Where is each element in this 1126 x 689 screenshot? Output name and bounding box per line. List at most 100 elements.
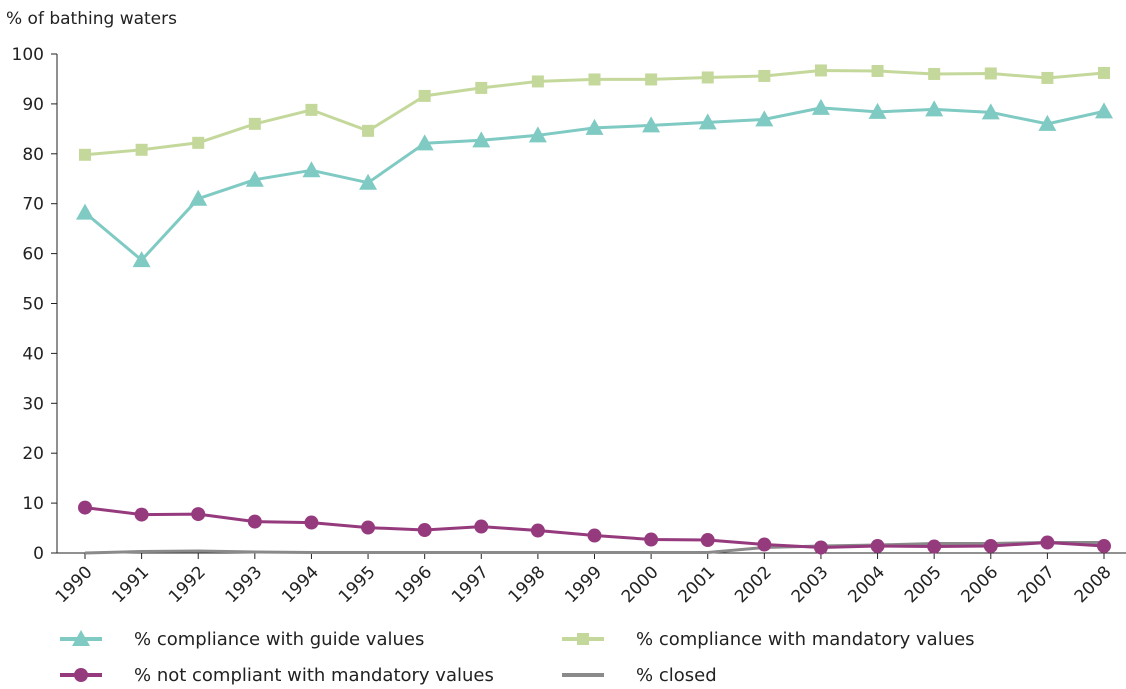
data-point-mandatory-values — [248, 117, 261, 130]
data-point-not-compliant — [813, 540, 828, 555]
data-point-not-compliant — [474, 519, 489, 534]
legend-label: % compliance with guide values — [134, 628, 425, 650]
data-point-guide-values — [189, 189, 208, 206]
legend-label: % closed — [636, 664, 717, 686]
y-tick-label: 10 — [22, 494, 44, 514]
data-point-mandatory-values — [475, 81, 488, 94]
data-point-mandatory-values — [1041, 71, 1054, 84]
x-tick-label: 1993 — [222, 562, 267, 607]
line-marker-icon — [562, 673, 604, 677]
data-point-guide-values — [811, 98, 830, 115]
legend: % compliance with guide values % complia… — [0, 620, 1126, 686]
data-point-not-compliant — [1097, 539, 1111, 554]
y-tick-label: 30 — [22, 394, 44, 414]
x-tick-label: 2006 — [958, 562, 1003, 607]
data-point-mandatory-values — [192, 136, 205, 149]
data-point-not-compliant — [587, 528, 602, 543]
x-tick-label: 1992 — [165, 562, 210, 607]
data-point-guide-values — [925, 100, 944, 117]
data-point-mandatory-values — [79, 148, 91, 161]
data-point-mandatory-values — [928, 67, 941, 80]
legend-item-not-compliant: % not compliant with mandatory values — [58, 661, 494, 689]
data-point-not-compliant — [870, 539, 885, 554]
legend-item-guide-values: % compliance with guide values — [58, 625, 424, 653]
legend-label: % not compliant with mandatory values — [134, 664, 494, 686]
x-tick-label: 2001 — [675, 562, 720, 607]
data-point-guide-values — [585, 118, 604, 135]
x-tick-label: 1991 — [108, 562, 153, 607]
data-point-mandatory-values — [531, 75, 544, 88]
y-tick-label: 80 — [22, 145, 44, 165]
legend-label: % compliance with mandatory values — [636, 628, 975, 650]
x-tick-label: 1996 — [391, 562, 436, 607]
data-point-guide-values — [472, 131, 491, 148]
data-point-guide-values — [528, 126, 547, 143]
data-point-not-compliant — [700, 533, 715, 548]
data-point-guide-values — [359, 173, 378, 190]
data-point-not-compliant — [927, 539, 942, 554]
x-tick-label: 2007 — [1014, 562, 1059, 607]
data-point-mandatory-values — [362, 124, 375, 137]
data-point-not-compliant — [191, 507, 206, 522]
x-tick-label: 1994 — [278, 562, 323, 607]
data-point-not-compliant — [1040, 535, 1055, 550]
square-marker-icon — [562, 633, 604, 645]
x-tick-label: 2004 — [844, 562, 889, 607]
y-tick-label: 70 — [22, 195, 44, 215]
x-tick-label: 1998 — [505, 562, 550, 607]
data-point-not-compliant — [247, 514, 262, 529]
data-point-guide-values — [1038, 114, 1057, 131]
data-point-mandatory-values — [305, 103, 318, 116]
data-point-guide-values — [1095, 102, 1113, 119]
x-tick-label: 1990 — [52, 562, 97, 607]
x-tick-label: 1999 — [561, 562, 606, 607]
data-point-not-compliant — [530, 523, 545, 538]
data-point-guide-values — [698, 113, 717, 130]
x-tick-label: 2005 — [901, 562, 946, 607]
data-point-mandatory-values — [814, 64, 827, 77]
data-point-guide-values — [132, 251, 151, 268]
data-point-not-compliant — [983, 539, 998, 554]
y-axis-title: % of bathing waters — [6, 9, 177, 29]
data-point-not-compliant — [361, 520, 376, 535]
data-point-mandatory-values — [645, 73, 658, 86]
data-point-mandatory-values — [984, 67, 997, 80]
x-tick-label: 2008 — [1071, 562, 1116, 607]
circle-marker-icon — [60, 668, 102, 682]
data-point-not-compliant — [134, 507, 149, 522]
data-point-mandatory-values — [418, 89, 431, 102]
data-point-not-compliant — [304, 515, 319, 530]
triangle-marker-icon — [60, 630, 102, 646]
y-tick-label: 50 — [22, 295, 44, 315]
x-tick-label: 2002 — [731, 562, 776, 607]
data-point-guide-values — [868, 102, 887, 119]
data-point-guide-values — [415, 134, 434, 151]
x-tick-label: 1997 — [448, 562, 493, 607]
legend-item-closed: % closed — [560, 661, 717, 689]
data-point-guide-values — [642, 116, 661, 133]
data-point-guide-values — [245, 170, 264, 187]
legend-item-mandatory-values: % compliance with mandatory values — [560, 625, 975, 653]
data-point-mandatory-values — [701, 71, 714, 84]
data-point-not-compliant — [417, 523, 432, 538]
data-point-guide-values — [302, 161, 321, 178]
y-tick-label: 90 — [22, 95, 44, 115]
x-tick-label: 1995 — [335, 562, 380, 607]
data-point-guide-values — [755, 110, 774, 127]
data-point-mandatory-values — [871, 64, 884, 77]
data-point-mandatory-values — [758, 69, 771, 82]
data-point-guide-values — [981, 103, 1000, 120]
data-point-mandatory-values — [135, 143, 148, 156]
data-point-mandatory-values — [588, 73, 601, 86]
data-point-not-compliant — [757, 537, 772, 552]
y-tick-label: 40 — [22, 344, 44, 364]
y-tick-label: 100 — [12, 45, 44, 65]
y-tick-label: 20 — [22, 444, 44, 464]
data-point-not-compliant — [644, 532, 659, 547]
x-tick-label: 2000 — [618, 562, 663, 607]
y-tick-label: 60 — [22, 245, 44, 265]
data-point-not-compliant — [78, 500, 92, 515]
y-tick-label: 0 — [33, 544, 44, 564]
data-point-mandatory-values — [1098, 66, 1110, 79]
